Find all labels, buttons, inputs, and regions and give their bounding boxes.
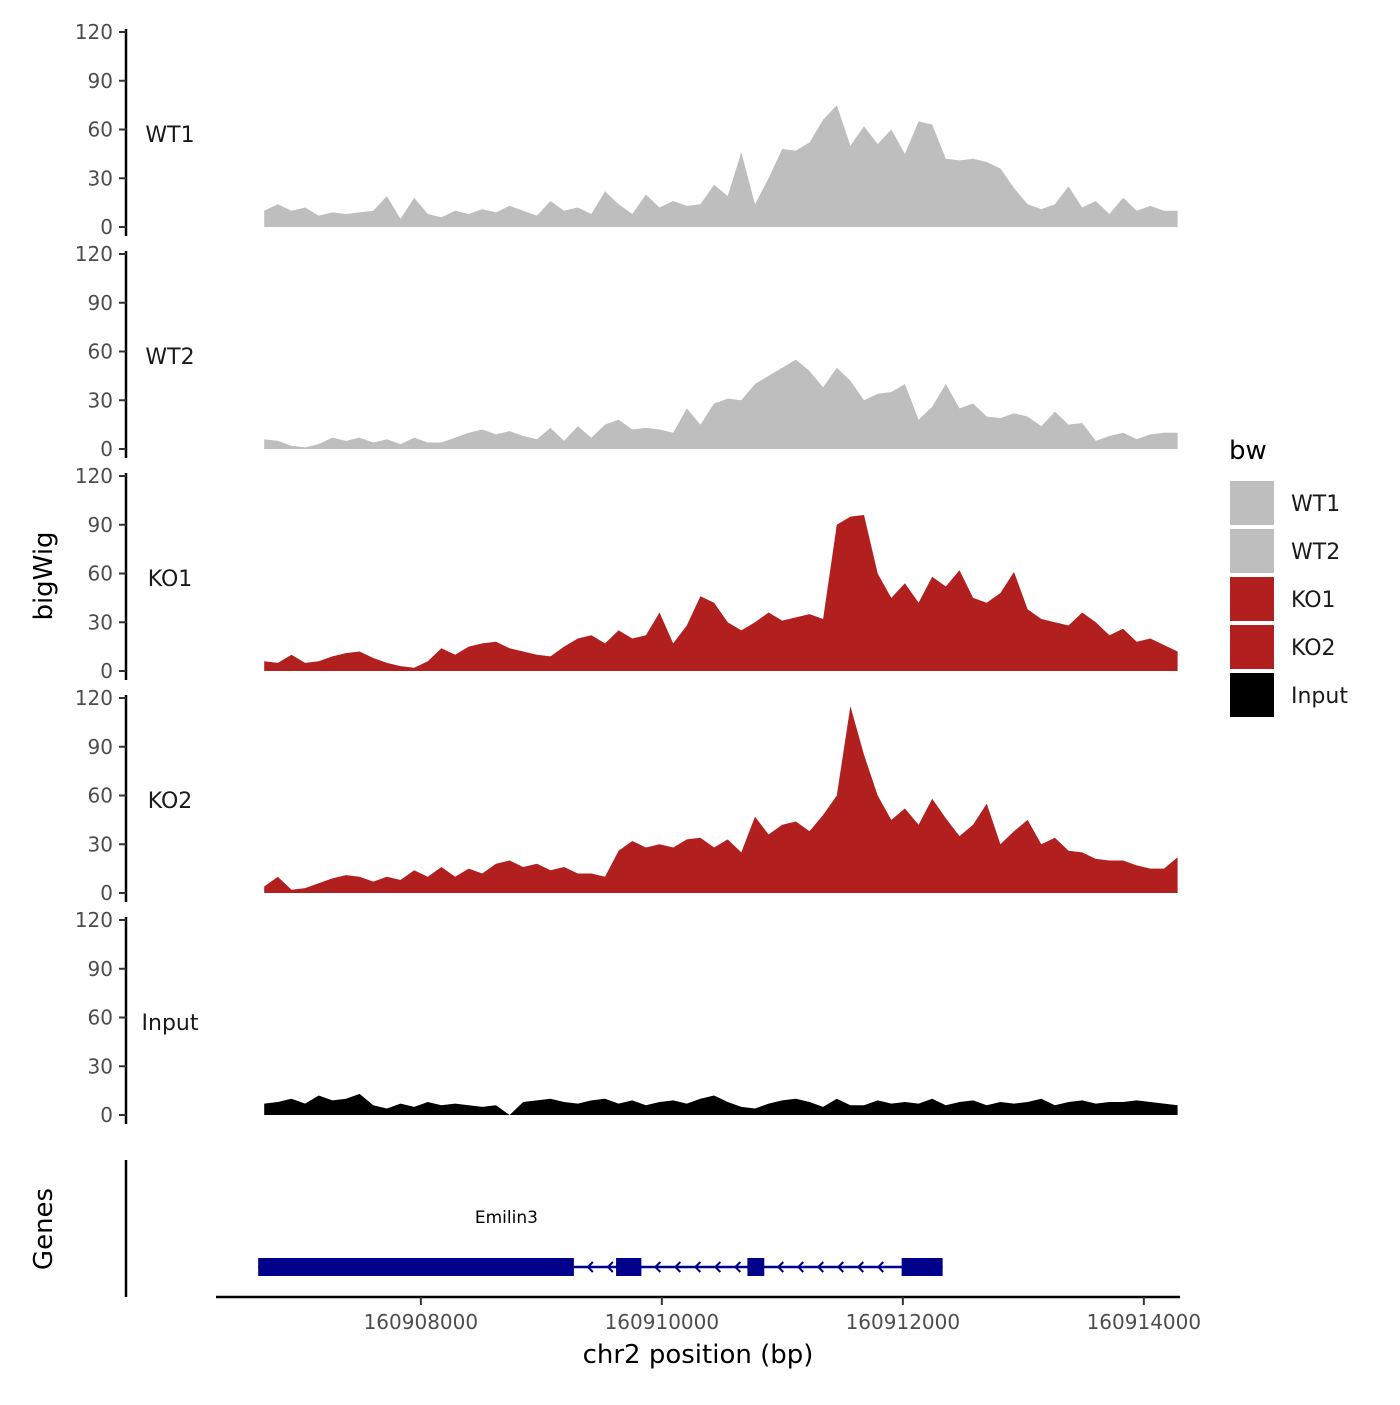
y-tick-label: 0 — [100, 437, 113, 461]
signal-area-ko1 — [264, 515, 1178, 671]
legend: bw WT1 WT2 KO1 KO2 Input — [1229, 436, 1348, 717]
gene-exon — [747, 1258, 765, 1276]
track-label: KO2 — [148, 789, 193, 814]
strand-chevron — [836, 1261, 844, 1273]
y-tick-label: 60 — [88, 562, 113, 586]
y-tick-label: 60 — [88, 1006, 113, 1030]
strand-chevron — [586, 1261, 594, 1273]
signal-area-ko2 — [264, 706, 1178, 893]
x-tick-label: 160908000 — [364, 1310, 479, 1334]
track-input: 0 30 60 90 120 Input — [75, 908, 1178, 1127]
track-wt1: 0 30 60 90 120 WT1 — [75, 20, 1178, 239]
legend-title: bw — [1229, 436, 1267, 466]
strand-chevron — [673, 1261, 682, 1273]
y-axis-title: bigWig — [29, 531, 59, 620]
strand-chevron — [816, 1261, 824, 1273]
legend-key-wt2 — [1230, 529, 1274, 573]
y-tick-label: 0 — [100, 215, 113, 239]
strand-chevron — [776, 1261, 784, 1273]
strand-chevron — [796, 1261, 804, 1273]
signal-area-input — [264, 1093, 1178, 1115]
signal-area-wt2 — [264, 359, 1178, 449]
y-tick-label: 90 — [88, 291, 113, 315]
x-tick-label: 160912000 — [846, 1310, 961, 1334]
y-tick-label: 0 — [100, 659, 113, 683]
y-tick-label: 120 — [75, 242, 113, 266]
y-tick-label: 30 — [88, 610, 113, 634]
y-tick-label: 0 — [100, 1103, 113, 1127]
legend-label: WT1 — [1291, 492, 1340, 517]
y-tick-label: 120 — [75, 908, 113, 932]
y-tick-label: 90 — [88, 735, 113, 759]
y-tick-label: 90 — [88, 513, 113, 537]
y-tick-label: 30 — [88, 1054, 113, 1078]
y-tick-label: 30 — [88, 832, 113, 856]
y-tick-label: 30 — [88, 388, 113, 412]
y-tick-label: 120 — [75, 686, 113, 710]
legend-label: Input — [1291, 684, 1348, 709]
track-wt2: 0 30 60 90 120 WT2 — [75, 242, 1178, 461]
gene-track-title: Genes — [29, 1188, 59, 1270]
y-tick-label: 0 — [100, 881, 113, 905]
x-axis-title: chr2 position (bp) — [583, 1340, 814, 1370]
strand-chevron — [653, 1261, 662, 1273]
y-tick-label: 60 — [88, 340, 113, 364]
x-tick-label: 160910000 — [605, 1310, 720, 1334]
x-axis: 160908000 160910000 160912000 160914000 — [216, 1295, 1202, 1334]
gene-exon — [901, 1258, 943, 1276]
x-tick-label: 160914000 — [1087, 1310, 1202, 1334]
legend-key-wt1 — [1230, 481, 1274, 525]
y-tick-label: 60 — [88, 118, 113, 142]
legend-label: KO1 — [1291, 588, 1336, 613]
track-label: WT1 — [145, 123, 194, 148]
gene-exon — [616, 1258, 642, 1276]
strand-chevron — [713, 1261, 722, 1273]
strand-chevron — [856, 1261, 864, 1273]
track-label: Input — [142, 1011, 199, 1036]
track-ko2: 0 30 60 90 120 KO2 — [75, 686, 1178, 905]
y-tick-label: 120 — [75, 20, 113, 44]
strand-chevron — [876, 1261, 884, 1273]
strand-chevron — [693, 1261, 702, 1273]
y-tick-label: 90 — [88, 957, 113, 981]
strand-chevron — [606, 1261, 614, 1273]
gene-track: Emilin3 — [124, 1160, 943, 1297]
track-ko1: 0 30 60 90 120 KO1 — [75, 464, 1178, 683]
y-tick-label: 90 — [88, 69, 113, 93]
track-label: KO1 — [148, 567, 193, 592]
legend-label: KO2 — [1291, 636, 1336, 661]
strand-chevron — [733, 1261, 742, 1273]
gene-name-label: Emilin3 — [475, 1208, 538, 1228]
gene-exon — [258, 1258, 574, 1276]
y-tick-label: 30 — [88, 166, 113, 190]
track-label: WT2 — [145, 345, 194, 370]
tracks-layer: 0306090120WT10306090120WT20306090120KO10… — [75, 20, 1178, 1127]
y-tick-label: 120 — [75, 464, 113, 488]
legend-key-ko2 — [1230, 625, 1274, 669]
signal-area-wt1 — [264, 105, 1178, 227]
legend-key-input — [1230, 673, 1274, 717]
legend-key-ko1 — [1230, 577, 1274, 621]
y-tick-label: 60 — [88, 784, 113, 808]
legend-label: WT2 — [1291, 540, 1340, 565]
